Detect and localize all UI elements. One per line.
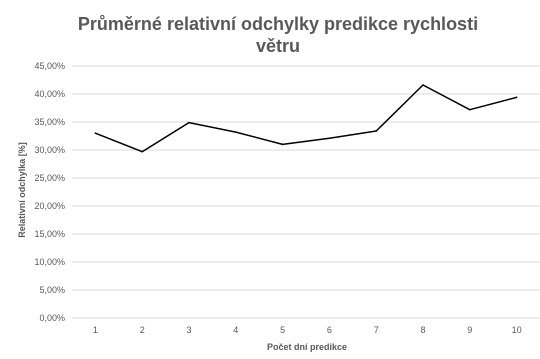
x-tick-label: 5 (280, 325, 285, 335)
y-tick-label: 25,00% (34, 173, 65, 183)
y-tick-label: 5,00% (39, 285, 65, 295)
chart-title-line-1: Průměrné relativní odchylky predikce ryc… (78, 14, 478, 34)
data-point (375, 130, 378, 132)
data-point (328, 137, 331, 140)
data-point (422, 84, 424, 86)
y-tick-label: 35,00% (34, 117, 65, 127)
data-point (94, 132, 97, 134)
x-tick-label: 2 (140, 325, 145, 335)
y-tick-labels: 0,00% 5,00% 10,00% 15,00% 20,00% 25,00% 30,00%… (34, 61, 65, 323)
x-tick-label: 8 (420, 325, 425, 335)
y-tick-label: 15,00% (34, 229, 65, 239)
y-tick-label: 10,00% (34, 257, 65, 267)
chart-title-line-2: větru (256, 36, 300, 56)
x-tick-label: 1 (93, 325, 98, 335)
x-tick-label: 10 (512, 325, 522, 335)
x-axis-label: Počet dní predikce (267, 342, 347, 352)
series-line (95, 84, 517, 153)
x-tick-labels: 1 2 3 4 5 6 7 8 9 10 (93, 325, 522, 335)
series-group (94, 84, 518, 153)
y-tick-label: 45,00% (34, 61, 65, 71)
data-point (469, 108, 471, 111)
grid-lines (72, 65, 540, 319)
data-point (515, 96, 518, 99)
data-point (235, 131, 237, 133)
y-tick-label: 0,00% (39, 313, 65, 323)
y-axis-label: Relativní odchylka [%] (17, 142, 27, 238)
x-tick-label: 7 (374, 325, 379, 335)
y-tick-label: 20,00% (34, 201, 65, 211)
x-tick-label: 9 (467, 325, 472, 335)
data-point (141, 150, 143, 153)
x-tick-label: 4 (233, 325, 238, 335)
data-point (188, 121, 190, 124)
y-tick-label: 40,00% (34, 89, 65, 99)
y-tick-label: 30,00% (34, 145, 65, 155)
x-tick-label: 6 (327, 325, 332, 335)
x-tick-label: 3 (186, 325, 191, 335)
data-point (281, 143, 284, 146)
